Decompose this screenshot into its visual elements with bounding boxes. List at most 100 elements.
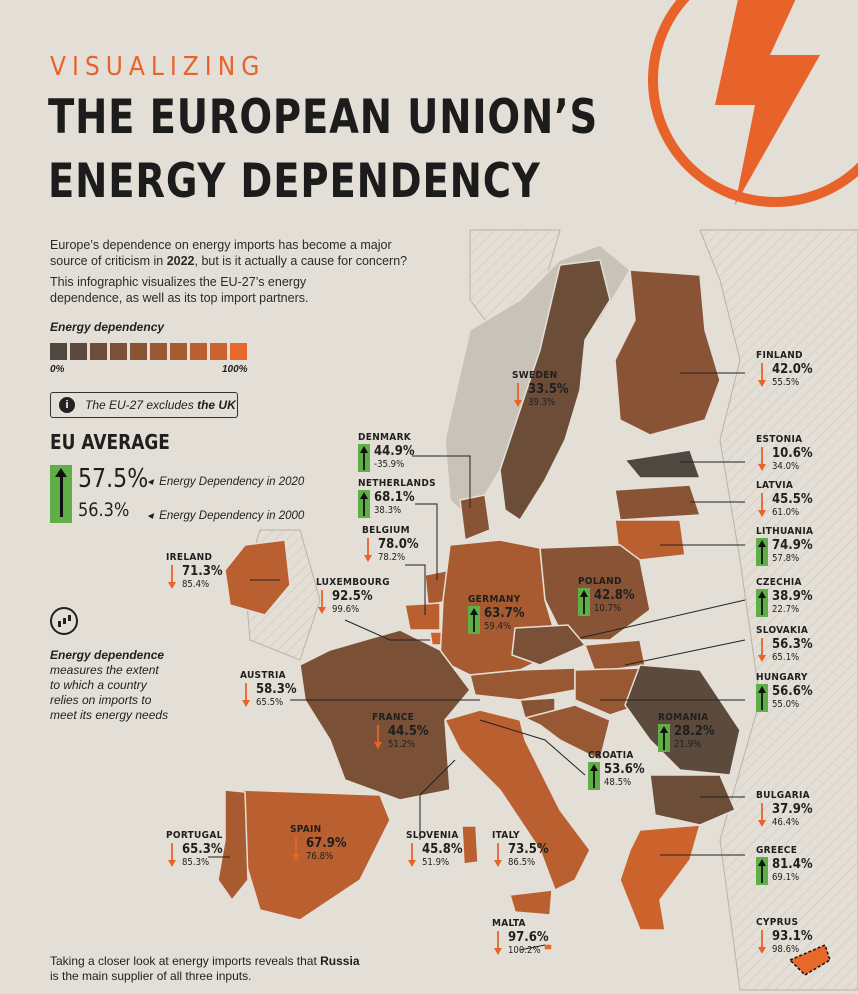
- value-2000: 61.0%: [772, 507, 800, 518]
- kicker: VISUALIZING: [50, 52, 266, 82]
- down-arrow-icon: [758, 638, 766, 662]
- footer-text: Taking a closer look at energy imports r…: [50, 954, 360, 983]
- country-denmark: [459, 494, 491, 541]
- eu-average-2020: 57.5%: [78, 464, 149, 494]
- up-arrow-icon: [658, 724, 670, 752]
- country-finland: [614, 269, 721, 436]
- value-2020: 42.0%: [772, 362, 813, 377]
- country-label-belgium: BELGIUM 78.0% 78.2%: [362, 525, 419, 565]
- country-label-bulgaria: BULGARIA 37.9% 46.4%: [756, 790, 813, 830]
- country-portugal: [217, 789, 249, 901]
- country-name: CYPRUS: [756, 917, 799, 928]
- country-label-romania: ROMANIA 28.2% 21.9%: [658, 712, 715, 752]
- country-label-luxembourg: LUXEMBOURG 92.5% 99.6%: [316, 577, 390, 617]
- definition-text: Energy dependence measures the extent to…: [50, 648, 169, 722]
- country-label-austria: AUSTRIA 58.3% 65.5%: [240, 670, 297, 710]
- value-2000: 38.3%: [374, 505, 402, 516]
- legend-swatch: [150, 343, 167, 360]
- value-2000: 46.4%: [772, 817, 800, 828]
- country-sicily: [509, 889, 553, 916]
- country-label-estonia: ESTONIA 10.6% 34.0%: [756, 434, 813, 474]
- country-name: DENMARK: [358, 432, 412, 443]
- value-2020: 44.5%: [388, 724, 429, 739]
- country-label-slovakia: SLOVAKIA 56.3% 65.1%: [756, 625, 813, 665]
- down-arrow-icon: [292, 837, 300, 861]
- eu-average-heading: EU AVERAGE: [50, 430, 170, 454]
- country-name: ROMANIA: [658, 712, 709, 723]
- value-2000: 98.6%: [772, 944, 800, 955]
- country-name: LATVIA: [756, 480, 794, 491]
- country-label-spain: SPAIN 67.9% 76.8%: [290, 824, 347, 864]
- value-2000: 85.3%: [182, 857, 210, 868]
- country-name: NETHERLANDS: [358, 478, 436, 489]
- value-2020: 56.6%: [772, 684, 813, 699]
- country-label-denmark: DENMARK 44.9% -35.9%: [358, 432, 415, 472]
- up-arrow-icon: [578, 588, 590, 616]
- up-arrow-icon: [50, 465, 72, 523]
- value-2000: 51.2%: [388, 739, 416, 750]
- value-2020: 67.9%: [306, 836, 347, 851]
- country-name: FRANCE: [372, 712, 415, 723]
- down-arrow-icon: [494, 931, 502, 955]
- value-2020: 68.1%: [374, 490, 415, 505]
- up-arrow-icon: [358, 490, 370, 518]
- up-arrow-icon: [756, 538, 768, 566]
- legend-color-scale: [50, 343, 247, 360]
- value-2000: 100.2%: [508, 945, 541, 956]
- value-2020: 33.5%: [528, 382, 569, 397]
- country-label-cyprus: CYPRUS 93.1% 98.6%: [756, 917, 813, 957]
- value-2000: 10.7%: [594, 603, 622, 614]
- value-2020: 56.3%: [772, 637, 813, 652]
- country-czechia: [511, 624, 586, 666]
- down-arrow-icon: [758, 363, 766, 387]
- country-name: IRELAND: [166, 552, 213, 563]
- legend-swatch: [210, 343, 227, 360]
- country-croatia: [524, 704, 611, 761]
- value-2020: 78.0%: [378, 537, 419, 552]
- country-name: SWEDEN: [512, 370, 558, 381]
- country-belgium: [404, 602, 441, 631]
- country-bulgaria: [649, 774, 736, 826]
- country-label-croatia: CROATIA 53.6% 48.5%: [588, 750, 645, 790]
- country-name: PORTUGAL: [166, 830, 223, 841]
- down-arrow-icon: [364, 538, 372, 562]
- value-2020: 93.1%: [772, 929, 813, 944]
- country-label-germany: GERMANY 63.7% 59.4%: [468, 594, 525, 634]
- value-2000: 55.0%: [772, 699, 800, 710]
- value-2000: 78.2%: [378, 552, 406, 563]
- country-sweden: [499, 259, 611, 521]
- down-arrow-icon: [514, 383, 522, 407]
- legend-swatch: [70, 343, 87, 360]
- value-2000: 85.4%: [182, 579, 210, 590]
- country-label-portugal: PORTUGAL 65.3% 85.3%: [166, 830, 223, 870]
- legend-title: Energy dependency: [50, 320, 165, 334]
- down-arrow-icon: [318, 590, 326, 614]
- country-austria: [469, 667, 576, 701]
- down-arrow-icon: [242, 683, 250, 707]
- country-name: SLOVAKIA: [756, 625, 809, 636]
- country-label-greece: GREECE 81.4% 69.1%: [756, 845, 813, 885]
- value-2000: 69.1%: [772, 872, 800, 883]
- value-2000: 59.4%: [484, 621, 512, 632]
- value-2020: 74.9%: [772, 538, 813, 553]
- country-label-finland: FINLAND 42.0% 55.5%: [756, 350, 813, 390]
- country-name: BULGARIA: [756, 790, 810, 801]
- legend-swatch: [110, 343, 127, 360]
- country-greece: [619, 824, 701, 931]
- value-2000: -35.9%: [374, 459, 405, 470]
- legend-swatch: [190, 343, 207, 360]
- country-slovakia: [584, 639, 646, 673]
- country-italy: [444, 709, 591, 891]
- country-name: MALTA: [492, 918, 526, 929]
- value-2020: 71.3%: [182, 564, 223, 579]
- up-arrow-icon: [756, 857, 768, 885]
- value-2000: 22.7%: [772, 604, 800, 615]
- country-name: AUSTRIA: [240, 670, 286, 681]
- value-2000: 65.5%: [256, 697, 284, 708]
- value-2000: 39.3%: [528, 397, 556, 408]
- country-name: LUXEMBOURG: [316, 577, 390, 588]
- value-2000: 57.8%: [772, 553, 800, 564]
- leader-lines: [208, 372, 746, 951]
- value-2020: 53.6%: [604, 762, 645, 777]
- value-2020: 65.3%: [182, 842, 223, 857]
